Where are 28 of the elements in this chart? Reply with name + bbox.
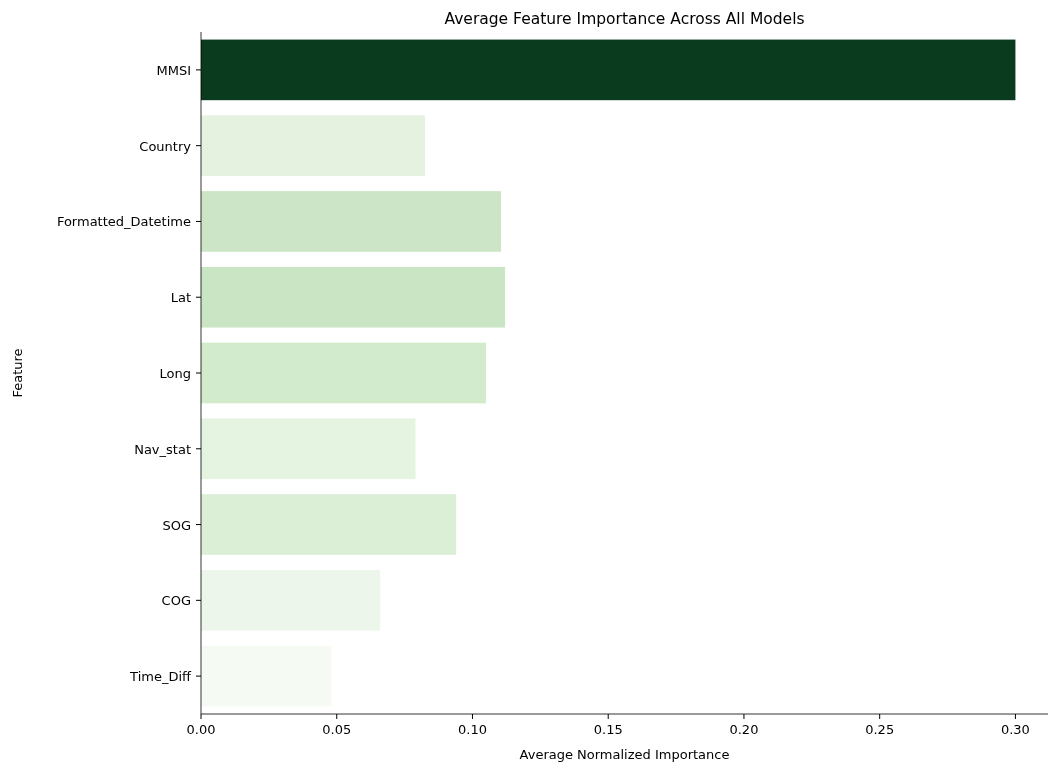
y-tick-label: Lat bbox=[170, 290, 191, 306]
x-tick-label: 0.05 bbox=[322, 722, 352, 737]
bar bbox=[201, 418, 416, 480]
x-axis-title: Average Normalized Importance bbox=[519, 747, 730, 762]
bar bbox=[201, 342, 487, 404]
y-tick-label: Nav_stat bbox=[134, 441, 191, 457]
x-tick-label: 0.30 bbox=[1000, 722, 1030, 737]
bar bbox=[201, 191, 501, 252]
x-tick-label: 0.25 bbox=[865, 722, 895, 737]
y-tick-label: Long bbox=[159, 366, 191, 381]
y-tick-label: SOG bbox=[162, 517, 191, 533]
x-tick-label: 0.10 bbox=[458, 722, 487, 737]
y-tick-label: COG bbox=[161, 593, 191, 609]
bar bbox=[201, 494, 457, 555]
y-tick-label: MMSI bbox=[156, 62, 191, 78]
x-tick-label: 0.15 bbox=[593, 722, 623, 737]
y-tick-label: Country bbox=[139, 138, 192, 154]
bar bbox=[201, 115, 425, 176]
bar bbox=[201, 645, 332, 707]
x-tick-label: 0.00 bbox=[186, 722, 216, 737]
bar bbox=[201, 39, 1016, 101]
chart-title: Average Feature Importance Across All Models bbox=[444, 10, 805, 28]
bar bbox=[201, 266, 506, 328]
bar bbox=[201, 570, 381, 631]
y-axis-title: Feature bbox=[10, 348, 25, 398]
y-tick-label: Time_Diff bbox=[129, 669, 193, 685]
y-tick-label: Formatted_Datetime bbox=[56, 214, 191, 230]
x-tick-label: 0.20 bbox=[729, 722, 759, 737]
